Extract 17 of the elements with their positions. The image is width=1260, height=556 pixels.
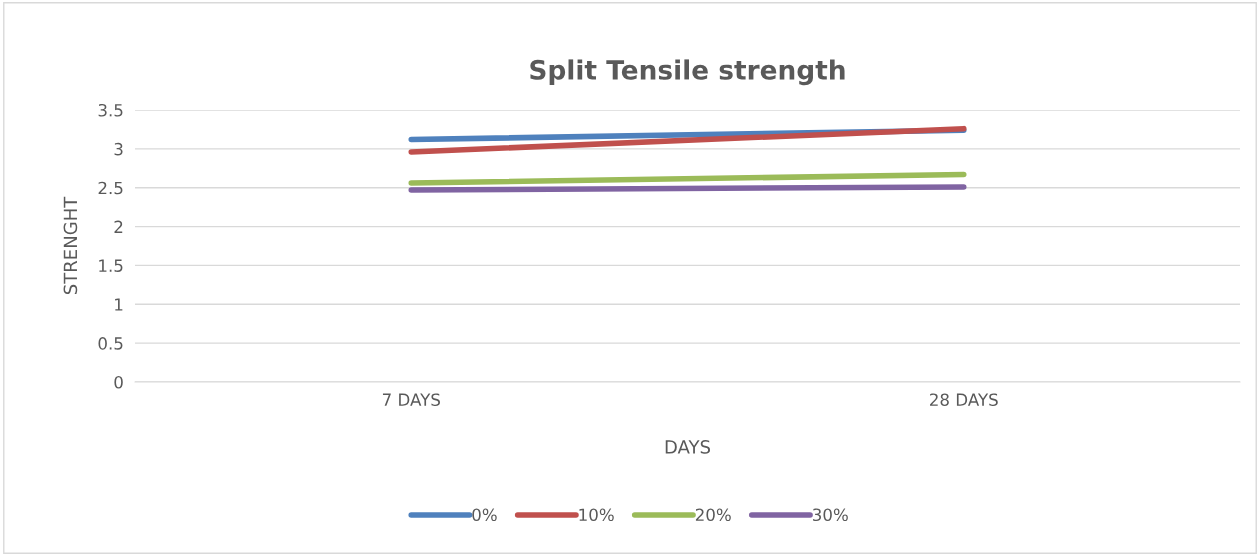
legend-label: 0% [472,508,497,522]
y-tick-label: 2 [114,220,123,233]
y-axis-title: STRENGHT [63,196,78,295]
y-tick-label: 3.5 [98,103,123,117]
x-tick-label: 28 DAYS [930,393,998,407]
y-tick-label: 3 [114,142,123,156]
y-tick-label: 2.5 [98,181,123,195]
legend-label: 20% [695,508,731,522]
legend-label: 10% [579,508,614,522]
x-tick-label: 7 DAYS [382,393,440,407]
y-tick-label: 0.5 [98,337,123,350]
chart-title: Split Tensile strength [530,59,845,86]
y-tick-label: 0 [114,375,123,389]
y-tick-label: 1 [115,298,123,311]
x-axis-title: DAYS [665,440,711,454]
legend-label: 30% [813,508,848,522]
y-tick-label: 1.5 [99,259,123,272]
